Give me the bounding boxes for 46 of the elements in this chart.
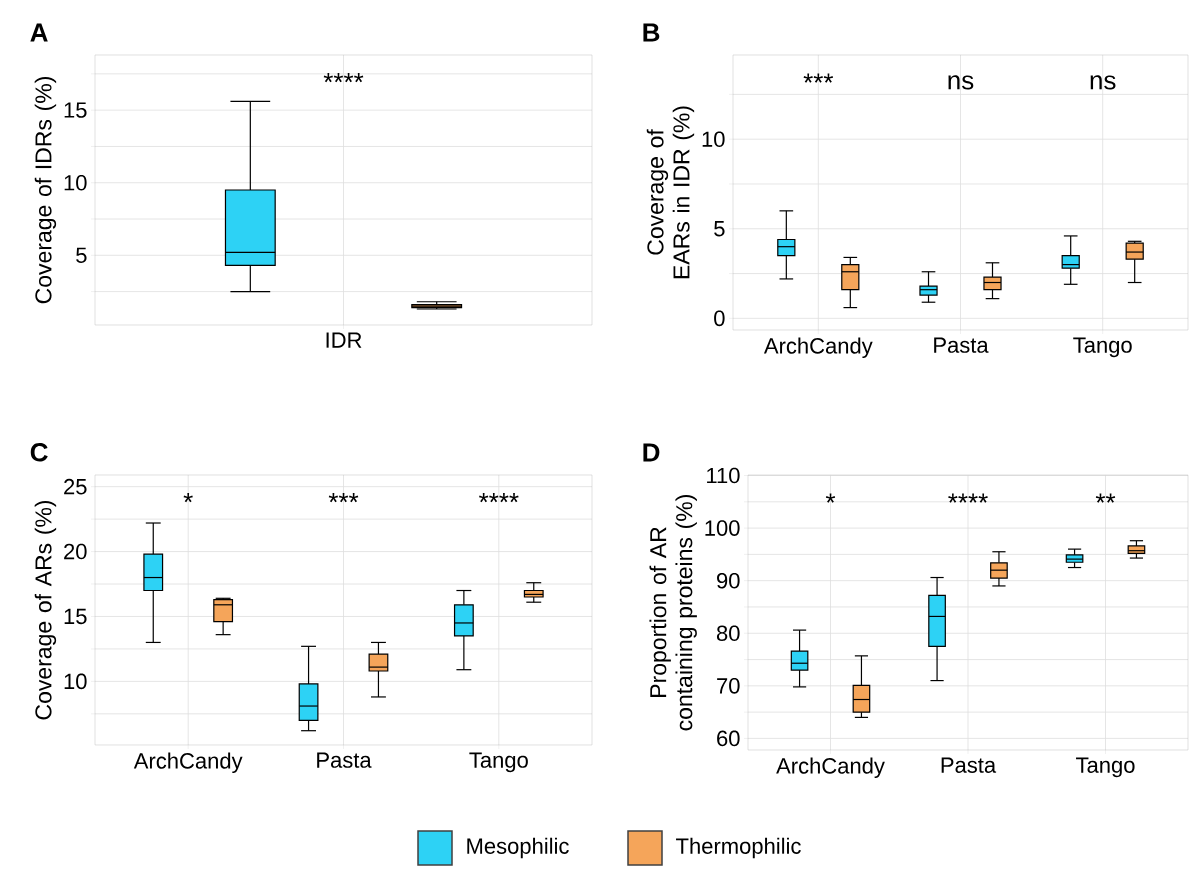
y-tick-label: 5 [76,247,87,263]
chart-title: A [30,23,48,42]
annotation: * [825,493,836,503]
y-tick-label: 10 [64,174,87,191]
x-tick-label: Tango [469,752,528,773]
annotation: **** [948,493,988,503]
y-tick-label: 60 [717,730,740,747]
y-tick-label: 110 [707,467,740,484]
y-tick-label: 15 [64,102,87,118]
x-tick-label: Tango [1073,337,1132,358]
y-axis-title: Coverage of EARs in IDR (%) [646,106,695,279]
y-tick-label: 100 [705,520,740,536]
x-tick-label: IDR [326,332,362,348]
annotation: ** [1095,493,1116,503]
x-tick-label: Pasta [317,752,372,768]
annotation: *** [328,493,359,503]
legend-label: Thermophilic [676,837,801,859]
y-tick-label: 70 [717,678,740,694]
annotation: * [183,493,193,503]
y-tick-label: 15 [64,608,87,625]
chart-title: B [643,23,660,42]
y-tick-label: 25 [64,478,87,495]
y-tick-label: 5 [714,221,725,237]
y-tick-label: 20 [64,543,87,560]
x-tick-label: Pasta [934,337,989,353]
y-axis-title: Coverage of ARs (%) [34,500,57,720]
chart-title: C [30,443,48,462]
annotation: **** [323,73,364,83]
y-axis-title: Coverage of IDRs (%) [34,77,57,304]
y-tick-label: 90 [717,572,740,589]
annotation: **** [479,493,519,503]
y-axis-title: Proportion of AR containing proteins (%) [649,495,697,731]
x-tick-label: Tango [1076,757,1135,778]
x-tick-label: ArchCandy [763,337,873,359]
x-tick-label: Pasta [941,757,997,773]
x-tick-label: ArchCandy [133,752,243,774]
chart-title: D [643,443,660,462]
x-tick-label: ArchCandy [776,757,885,779]
legend-label: Mesophilic [467,837,569,859]
annotation: ns [1090,75,1116,90]
y-tick-label: 10 [64,673,87,690]
y-tick-label: 80 [716,625,740,642]
y-tick-label: 0 [714,310,725,327]
annotation: *** [803,73,834,83]
y-tick-label: 10 [702,131,725,147]
annotation: ns [948,75,974,90]
